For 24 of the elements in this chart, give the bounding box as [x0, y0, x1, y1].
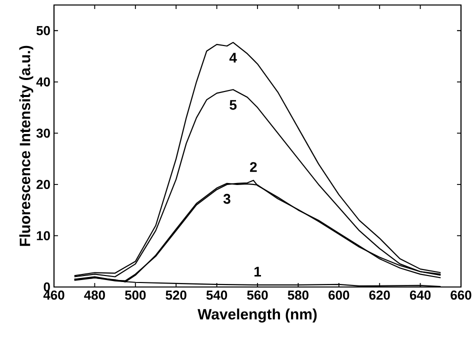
y-tick-label: 0: [44, 282, 50, 292]
y-axis-title: Fluorescence Intensity (a.u.): [19, 46, 34, 246]
series-label: 3: [223, 194, 230, 204]
x-tick-label: 620: [369, 290, 390, 300]
series-label: 5: [230, 100, 237, 110]
x-tick-label: 560: [247, 290, 268, 300]
x-tick-label: 640: [410, 290, 431, 300]
x-tick-label: 500: [125, 290, 146, 300]
x-tick-label: 520: [166, 290, 186, 300]
x-tick-label: 460: [43, 290, 64, 300]
series-label: 4: [229, 52, 237, 63]
y-tick-label: 30: [36, 128, 50, 138]
y-tick-label: 20: [36, 180, 50, 190]
x-tick-label: 600: [328, 290, 350, 300]
x-tick-label: 480: [84, 290, 105, 300]
series-label: 2: [250, 162, 257, 172]
x-axis-title: Wavelength (nm): [198, 308, 317, 323]
y-tick-label: 10: [36, 231, 50, 240]
x-tick-label: 580: [288, 290, 308, 300]
series-label: 1: [254, 266, 261, 276]
y-tick-label: 40: [36, 77, 50, 86]
x-tick-label: 660: [450, 290, 472, 300]
y-tick-label: 50: [36, 26, 50, 36]
x-tick-label: 540: [206, 290, 228, 300]
